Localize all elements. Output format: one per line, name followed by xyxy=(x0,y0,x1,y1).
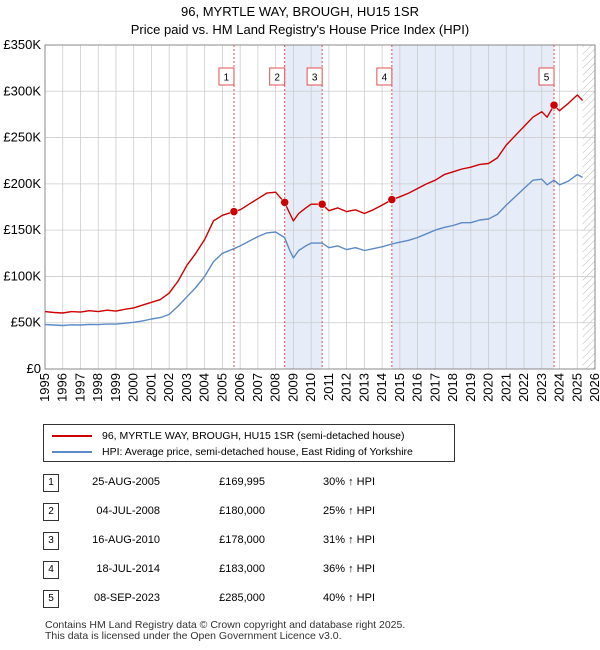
x-tick-label: 2010 xyxy=(303,373,318,402)
x-tick-label: 2017 xyxy=(427,373,442,402)
sale-row: 3 16-AUG-2010 £178,000 31% ↑ HPI xyxy=(0,532,600,556)
x-tick-label: 1996 xyxy=(55,373,70,402)
sale-hpi-change: 40% ↑ HPI xyxy=(323,592,375,604)
sale-point xyxy=(549,100,559,110)
y-tick-label: £50K xyxy=(11,315,42,330)
x-tick-label: 2026 xyxy=(587,373,600,402)
sale-label-number: 4 xyxy=(382,73,388,84)
sale-row: 5 08-SEP-2023 £285,000 40% ↑ HPI xyxy=(0,590,600,614)
x-tick-label: 2012 xyxy=(339,373,354,402)
legend-swatch-property xyxy=(52,435,92,437)
sale-label-number: 5 xyxy=(544,73,550,84)
sale-date: 08-SEP-2023 xyxy=(93,592,160,604)
sale-row: 4 18-JUL-2014 £183,000 36% ↑ HPI xyxy=(0,561,600,585)
legend: 96, MYRTLE WAY, BROUGH, HU15 1SR (semi-d… xyxy=(43,424,455,462)
sale-label-box xyxy=(306,67,323,86)
sale-hpi-change: 31% ↑ HPI xyxy=(323,534,375,546)
legend-label-property: 96, MYRTLE WAY, BROUGH, HU15 1SR (semi-d… xyxy=(102,430,405,442)
sale-price: £183,000 xyxy=(219,563,265,575)
legend-label-hpi: HPI: Average price, semi-detached house,… xyxy=(102,446,413,458)
x-tick-label: 2021 xyxy=(498,373,513,402)
x-tick-label: 2006 xyxy=(232,373,247,402)
x-tick-label: 2004 xyxy=(197,373,212,402)
future-hatch-area xyxy=(582,45,595,369)
x-tick-label: 2002 xyxy=(161,373,176,402)
x-tick-label: 2009 xyxy=(285,373,300,402)
sale-price: £285,000 xyxy=(219,592,265,604)
sale-point xyxy=(317,199,327,209)
x-tick-label: 2003 xyxy=(179,373,194,402)
sale-label-number: 1 xyxy=(224,73,230,84)
x-tick-label: 2019 xyxy=(463,373,478,402)
sale-hpi-change: 30% ↑ HPI xyxy=(323,476,375,488)
sale-number-badge: 1 xyxy=(43,474,59,492)
x-tick-label: 1999 xyxy=(108,373,123,402)
sale-point xyxy=(280,198,289,207)
sale-price: £180,000 xyxy=(219,505,265,517)
sale-row: 1 25-AUG-2005 £169,995 30% ↑ HPI xyxy=(0,474,600,498)
x-tick-label: 2020 xyxy=(481,373,496,402)
sale-label-box xyxy=(538,67,555,86)
sale-number-badge: 4 xyxy=(43,561,59,579)
footer: Contains HM Land Registry data © Crown c… xyxy=(45,620,405,642)
footer-copyright: Contains HM Land Registry data © Crown c… xyxy=(45,619,406,631)
chart-title: 96, MYRTLE WAY, BROUGH, HU15 1SR xyxy=(181,4,419,19)
x-tick-label: 2024 xyxy=(552,373,567,402)
x-tick-label: 2018 xyxy=(445,373,460,402)
y-tick-label: £150K xyxy=(3,222,41,237)
y-tick-label: £100K xyxy=(3,268,41,283)
sale-number-badge: 3 xyxy=(43,532,59,550)
y-tick-label: £0 xyxy=(27,361,41,376)
sale-label-number: 2 xyxy=(274,73,280,84)
shaded-period xyxy=(284,45,323,369)
price-chart: 96, MYRTLE WAY, BROUGH, HU15 1SR Price p… xyxy=(3,4,600,402)
legend-swatch-hpi xyxy=(52,451,92,453)
sale-hpi-change: 25% ↑ HPI xyxy=(323,505,375,517)
footer-licence: This data is licensed under the Open Gov… xyxy=(45,630,342,642)
x-tick-label: 2015 xyxy=(392,373,407,402)
x-tick-label: 2023 xyxy=(534,373,549,402)
x-tick-label: 2005 xyxy=(214,373,229,402)
x-tick-label: 2025 xyxy=(569,373,584,402)
x-tick-label: 2013 xyxy=(356,373,371,402)
x-tick-label: 2016 xyxy=(410,373,425,402)
property-price-line xyxy=(44,94,584,314)
legend-item-property: 96, MYRTLE WAY, BROUGH, HU15 1SR (semi-d… xyxy=(52,428,404,444)
chart-subtitle: Price paid vs. HM Land Registry's House … xyxy=(131,22,469,37)
x-tick-label: 2001 xyxy=(143,373,158,402)
sale-number-badge: 2 xyxy=(43,503,59,521)
sale-label-number: 3 xyxy=(312,73,318,84)
sale-label-box xyxy=(376,67,393,86)
y-tick-label: £300K xyxy=(3,83,41,98)
legend-item-hpi: HPI: Average price, semi-detached house,… xyxy=(52,444,413,460)
sale-price: £169,995 xyxy=(219,476,265,488)
x-tick-label: 2011 xyxy=(321,373,336,401)
sale-date: 18-JUL-2014 xyxy=(96,563,160,575)
y-tick-label: £200K xyxy=(3,176,41,191)
sale-date: 16-AUG-2010 xyxy=(92,534,160,546)
sale-label-box xyxy=(269,67,286,86)
hpi-line xyxy=(44,173,583,327)
sale-row: 2 04-JUL-2008 £180,000 25% ↑ HPI xyxy=(0,503,600,527)
plot-frame xyxy=(44,44,596,370)
x-tick-label: 2008 xyxy=(268,373,283,402)
x-tick-label: 2022 xyxy=(516,373,531,402)
y-tick-label: £250K xyxy=(3,130,41,145)
y-tick-label: £350K xyxy=(3,37,41,52)
sale-number-badge: 5 xyxy=(43,590,59,608)
sale-price: £178,000 xyxy=(219,534,265,546)
x-tick-label: 1995 xyxy=(37,373,52,402)
x-tick-label: 2014 xyxy=(374,373,389,402)
x-tick-label: 1998 xyxy=(90,373,105,402)
sale-point xyxy=(387,195,397,204)
sale-label-box xyxy=(218,67,235,86)
sale-point xyxy=(229,207,239,216)
sale-date: 25-AUG-2005 xyxy=(92,476,160,488)
sale-date: 04-JUL-2008 xyxy=(96,505,160,517)
x-tick-label: 1997 xyxy=(72,373,87,402)
x-tick-label: 2007 xyxy=(250,373,265,402)
x-tick-label: 2000 xyxy=(126,373,141,402)
sale-hpi-change: 36% ↑ HPI xyxy=(323,563,375,575)
shaded-period xyxy=(391,45,555,369)
